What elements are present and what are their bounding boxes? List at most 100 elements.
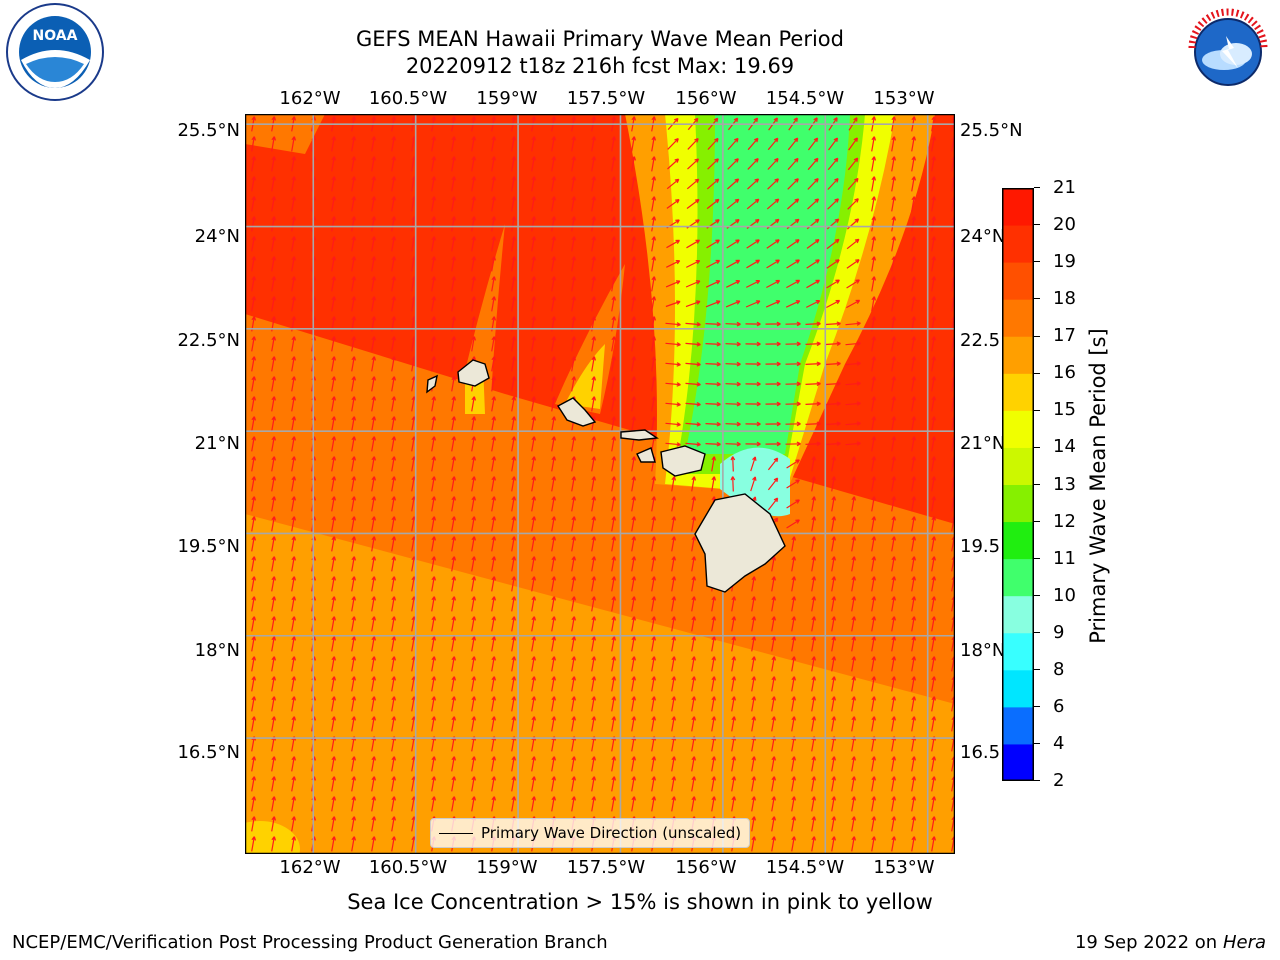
wave-arrow xyxy=(471,196,477,212)
wave-arrow xyxy=(551,716,557,732)
wave-arrow xyxy=(591,176,597,192)
wave-arrow xyxy=(251,476,257,492)
wave-arrow xyxy=(611,296,617,312)
wave-arrow xyxy=(707,137,719,150)
wave-arrow xyxy=(891,216,897,232)
wave-arrow xyxy=(511,716,517,732)
wave-arrow xyxy=(931,476,937,492)
wave-arrow xyxy=(531,756,537,772)
wave-arrow xyxy=(491,756,497,772)
wave-arrow xyxy=(831,596,837,612)
wave-arrow xyxy=(591,696,597,712)
wave-arrow xyxy=(271,776,277,792)
wave-arrow xyxy=(845,321,861,326)
wave-arrow xyxy=(771,576,777,592)
wave-arrow xyxy=(891,336,897,352)
wave-arrow xyxy=(471,416,477,432)
wave-arrow xyxy=(591,396,597,412)
wave-arrow xyxy=(331,256,337,272)
wave-arrow xyxy=(691,516,697,532)
wave-arrow xyxy=(851,456,857,472)
wave-arrow xyxy=(451,756,457,772)
wave-arrow xyxy=(731,776,737,792)
wave-arrow xyxy=(825,401,841,407)
wave-arrow xyxy=(828,137,839,151)
wave-arrow xyxy=(827,198,839,210)
wave-arrow xyxy=(431,236,437,252)
wave-arrow xyxy=(391,416,397,432)
wave-arrow xyxy=(706,198,720,210)
wave-arrow xyxy=(571,476,577,492)
wave-arrow xyxy=(631,576,637,592)
wave-arrow xyxy=(591,656,597,672)
colorbar-tick xyxy=(1034,409,1040,411)
wave-arrow xyxy=(931,816,937,832)
wave-arrow xyxy=(291,636,297,652)
wave-arrow xyxy=(431,476,437,492)
lat-label-left: 16.5°N xyxy=(177,742,240,763)
wave-arrow xyxy=(911,576,917,592)
wave-arrow xyxy=(491,156,497,172)
colorbar-tick xyxy=(1034,446,1040,448)
wave-arrow xyxy=(631,216,637,232)
wave-arrow xyxy=(591,236,597,252)
wave-arrow xyxy=(351,416,357,432)
wave-arrow xyxy=(745,381,761,387)
wave-arrow xyxy=(691,616,697,632)
wave-arrow xyxy=(685,361,701,367)
wave-arrow xyxy=(831,496,837,512)
wave-arrow xyxy=(671,596,677,612)
wave-arrow xyxy=(805,441,821,447)
wave-arrow xyxy=(251,396,257,412)
legend-label: Primary Wave Direction (unscaled) xyxy=(481,824,742,842)
wave-arrow xyxy=(891,596,897,612)
wave-arrow xyxy=(371,776,377,792)
wave-arrow xyxy=(591,716,597,732)
wave-arrow xyxy=(671,576,677,592)
wave-arrow xyxy=(571,516,577,532)
wave-arrow xyxy=(727,158,739,170)
wave-arrow xyxy=(491,616,497,632)
wave-arrow xyxy=(511,636,517,652)
wave-arrow xyxy=(391,336,397,352)
wave-arrow xyxy=(491,376,497,392)
wave-arrow xyxy=(687,138,699,150)
wave-arrow xyxy=(851,576,857,592)
wave-arrow xyxy=(831,716,837,732)
wave-arrow xyxy=(631,496,637,512)
wave-arrow xyxy=(371,496,377,512)
wave-arrow xyxy=(891,756,897,772)
wave-arrow xyxy=(871,296,877,312)
wave-arrow xyxy=(651,796,657,812)
colorbar-band xyxy=(1002,299,1034,337)
colorbar-tick-label: 14 xyxy=(1053,436,1076,458)
wave-arrow xyxy=(691,796,697,812)
wave-arrow xyxy=(725,361,741,367)
wave-arrow xyxy=(851,656,857,672)
colorbar-band xyxy=(1002,373,1034,411)
wave-arrow xyxy=(826,299,841,309)
wave-arrow xyxy=(571,596,577,612)
wave-arrow xyxy=(631,376,637,392)
wave-arrow xyxy=(851,716,857,732)
wave-arrow xyxy=(371,576,377,592)
wave-arrow xyxy=(611,196,617,212)
wave-arrow xyxy=(931,556,937,572)
wave-arrow xyxy=(551,796,557,812)
colorbar-tick-label: 6 xyxy=(1053,695,1065,717)
wave-arrow xyxy=(931,276,937,292)
wave-arrow xyxy=(651,396,657,412)
wave-arrow xyxy=(766,279,781,289)
wave-arrow xyxy=(691,536,697,552)
wave-arrow xyxy=(846,279,860,289)
lon-label-top: 162°W xyxy=(279,88,341,109)
wave-arrow xyxy=(631,336,637,352)
wave-arrow xyxy=(651,756,657,772)
wave-arrow xyxy=(651,416,657,432)
wave-arrow xyxy=(271,396,277,412)
wave-arrow xyxy=(511,456,517,472)
wave-arrow xyxy=(591,296,597,312)
wave-arrow xyxy=(351,556,357,572)
wave-arrow xyxy=(431,536,437,552)
wave-arrow xyxy=(746,259,761,269)
